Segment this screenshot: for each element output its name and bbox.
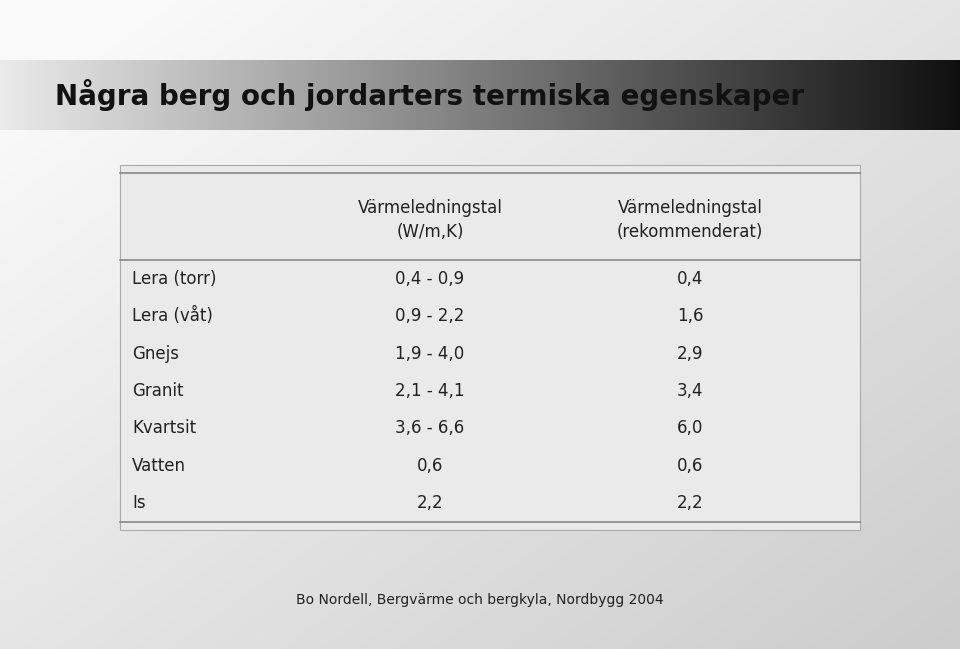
Text: Vatten: Vatten — [132, 457, 186, 475]
Text: 0,9 - 2,2: 0,9 - 2,2 — [396, 307, 465, 325]
Text: 6,0: 6,0 — [677, 419, 703, 437]
Text: Gnejs: Gnejs — [132, 345, 179, 363]
Text: 0,4: 0,4 — [677, 270, 703, 288]
Text: Lera (våt): Lera (våt) — [132, 307, 213, 325]
Text: 0,6: 0,6 — [417, 457, 444, 475]
Text: Några berg och jordarters termiska egenskaper: Några berg och jordarters termiska egens… — [55, 79, 804, 111]
Text: Värmeledningstal
(W/m,K): Värmeledningstal (W/m,K) — [357, 199, 502, 241]
Text: 2,9: 2,9 — [677, 345, 704, 363]
Text: Värmeledningstal
(rekommenderat): Värmeledningstal (rekommenderat) — [617, 199, 763, 241]
Text: 1,9 - 4,0: 1,9 - 4,0 — [396, 345, 465, 363]
Text: 1,6: 1,6 — [677, 307, 704, 325]
Text: Bo Nordell, Bergvärme och bergkyla, Nordbygg 2004: Bo Nordell, Bergvärme och bergkyla, Nord… — [297, 593, 663, 607]
Text: 2,2: 2,2 — [417, 495, 444, 512]
Text: 3,6 - 6,6: 3,6 - 6,6 — [396, 419, 465, 437]
Text: 0,4 - 0,9: 0,4 - 0,9 — [396, 270, 465, 288]
FancyBboxPatch shape — [120, 165, 860, 530]
Text: Is: Is — [132, 495, 146, 512]
Text: Lera (torr): Lera (torr) — [132, 270, 217, 288]
Text: Kvartsit: Kvartsit — [132, 419, 196, 437]
Text: 0,6: 0,6 — [677, 457, 703, 475]
Text: Granit: Granit — [132, 382, 183, 400]
Text: 3,4: 3,4 — [677, 382, 704, 400]
Text: 2,1 - 4,1: 2,1 - 4,1 — [396, 382, 465, 400]
Text: 2,2: 2,2 — [677, 495, 704, 512]
